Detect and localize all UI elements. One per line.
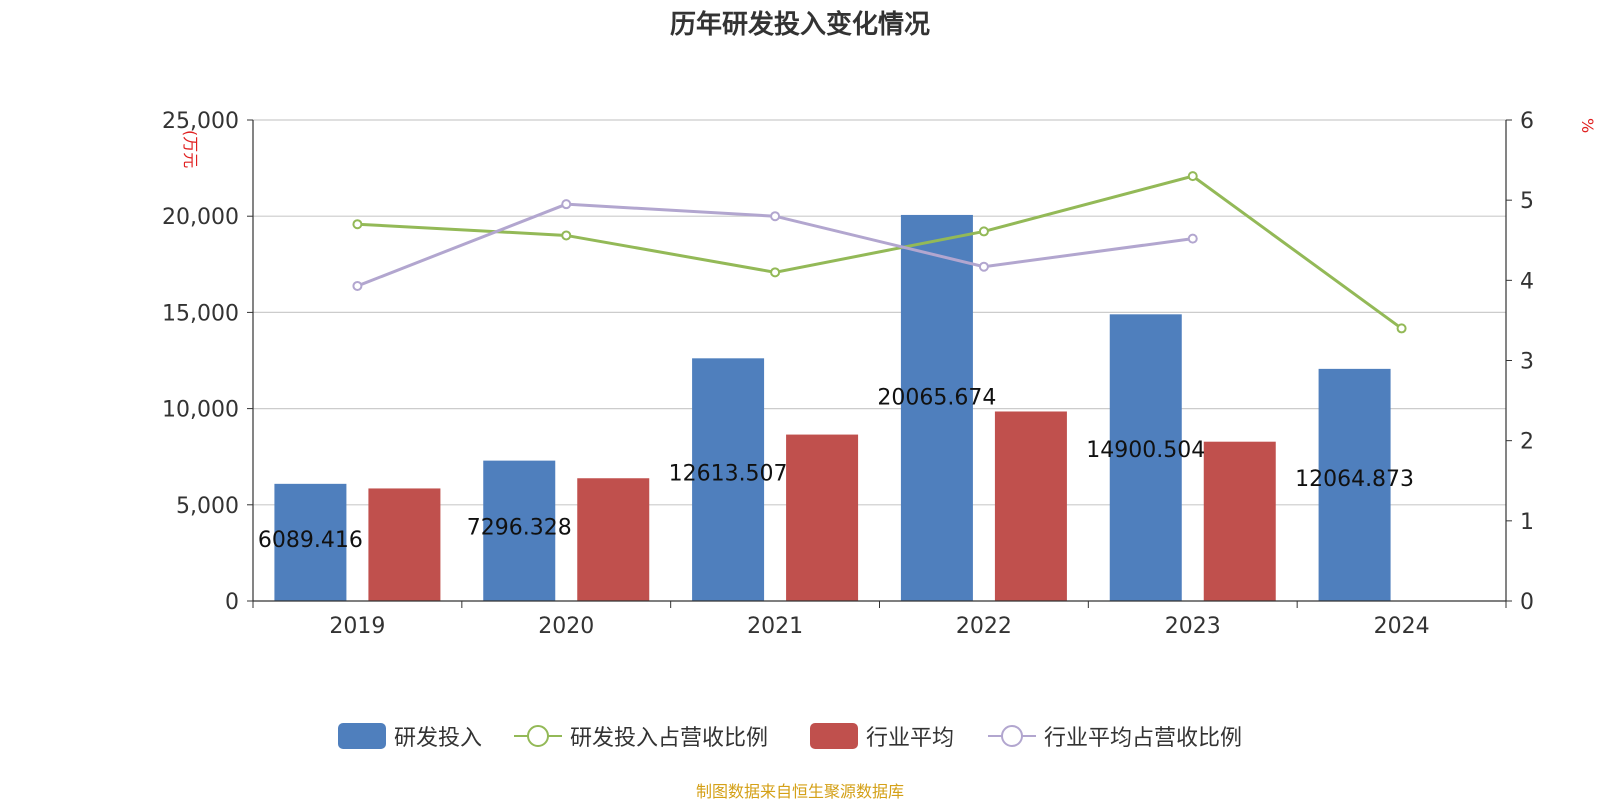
- bar-data-label: 12613.507: [669, 461, 788, 486]
- line-point: [978, 226, 989, 237]
- y-left-tick-label: 15,000: [162, 301, 239, 326]
- bar-data-label: 14900.504: [1086, 438, 1205, 463]
- line-point: [561, 199, 572, 210]
- bar-data-label: 6089.416: [258, 528, 363, 553]
- bar: [900, 214, 973, 601]
- chart-title: 历年研发投入变化情况: [669, 10, 930, 40]
- x-tick-label: 2020: [538, 614, 594, 639]
- x-tick-label: 2021: [747, 614, 803, 639]
- x-tick-label: 2019: [329, 614, 385, 639]
- series-line: [357, 174, 1403, 330]
- legend-item-industry-ratio[interactable]: 行业平均占营收比例: [988, 718, 1242, 754]
- legend-swatch-line: [988, 725, 1036, 747]
- y-left-tick-label: 20,000: [162, 205, 239, 230]
- line-point: [770, 211, 781, 222]
- bar-data-label: 12064.873: [1295, 467, 1414, 492]
- line-point: [352, 219, 363, 230]
- legend-swatch-line: [514, 725, 562, 747]
- y-left-tick-label: 0: [225, 590, 239, 615]
- grid-lines: [253, 119, 1506, 506]
- bar-series: [274, 214, 1391, 601]
- bar: [274, 483, 347, 601]
- source-note: 制图数据来自恒生聚源数据库: [695, 782, 904, 801]
- line-point: [770, 267, 781, 278]
- legend-label: 行业平均: [866, 726, 955, 751]
- line-point: [1187, 171, 1198, 182]
- bar: [1203, 441, 1276, 601]
- legend-label: 研发投入: [394, 726, 483, 751]
- line-point: [561, 230, 572, 241]
- axes: 0 5,000 10,000 15,000 20,000 25,000 0 1 2 3 4 5 6 201…: [162, 109, 1534, 639]
- legend-label: 研发投入占营收比例: [570, 726, 769, 751]
- y-right-tick-label: 2: [1520, 430, 1534, 455]
- bar: [786, 434, 859, 601]
- line-point: [978, 261, 989, 272]
- y-right-tick-label: 0: [1520, 590, 1534, 615]
- y-left-axis-label: (万元: [181, 130, 200, 168]
- y-right-tick-label: 4: [1520, 269, 1534, 294]
- y-right-tick-label: 5: [1520, 189, 1534, 214]
- line-point: [1396, 323, 1407, 334]
- legend-item-rd-ratio[interactable]: 研发投入占营收比例: [514, 718, 768, 754]
- legend-label: 行业平均占营收比例: [1044, 726, 1243, 751]
- legend-item-industry-average[interactable]: 行业平均: [810, 718, 954, 754]
- line-point: [1187, 233, 1198, 244]
- legend: 研发投入 研发投入占营收比例 行业平均 行业平均占营收比例: [0, 718, 1600, 754]
- bar: [577, 478, 650, 601]
- bar-data-label: 20065.674: [877, 385, 996, 410]
- bar: [1318, 368, 1391, 601]
- legend-swatch-bar: [338, 723, 386, 749]
- bar: [692, 358, 765, 601]
- y-right-axis-label: %: [1578, 118, 1597, 133]
- bar: [994, 411, 1067, 601]
- line-series: [352, 171, 1407, 334]
- legend-item-rd-investment[interactable]: 研发投入: [338, 718, 482, 754]
- bar: [368, 488, 441, 601]
- y-right-tick-label: 3: [1520, 350, 1534, 375]
- x-tick-label: 2022: [956, 614, 1012, 639]
- y-left-tick-label: 25,000: [162, 109, 239, 134]
- bar-data-label: 7296.328: [467, 516, 572, 541]
- y-left-tick-label: 10,000: [162, 398, 239, 423]
- bar: [483, 460, 556, 601]
- y-left-tick-label: 5,000: [176, 494, 239, 519]
- y-right-tick-label: 1: [1520, 510, 1534, 535]
- y-right-tick-label: 6: [1520, 109, 1534, 134]
- line-point: [352, 280, 363, 291]
- data-labels: 6089.416 7296.328 12613.507 20065.674 14900.…: [258, 385, 1414, 553]
- legend-swatch-bar: [810, 723, 858, 749]
- x-tick-label: 2024: [1374, 614, 1430, 639]
- bar: [1109, 314, 1182, 601]
- x-tick-label: 2023: [1165, 614, 1221, 639]
